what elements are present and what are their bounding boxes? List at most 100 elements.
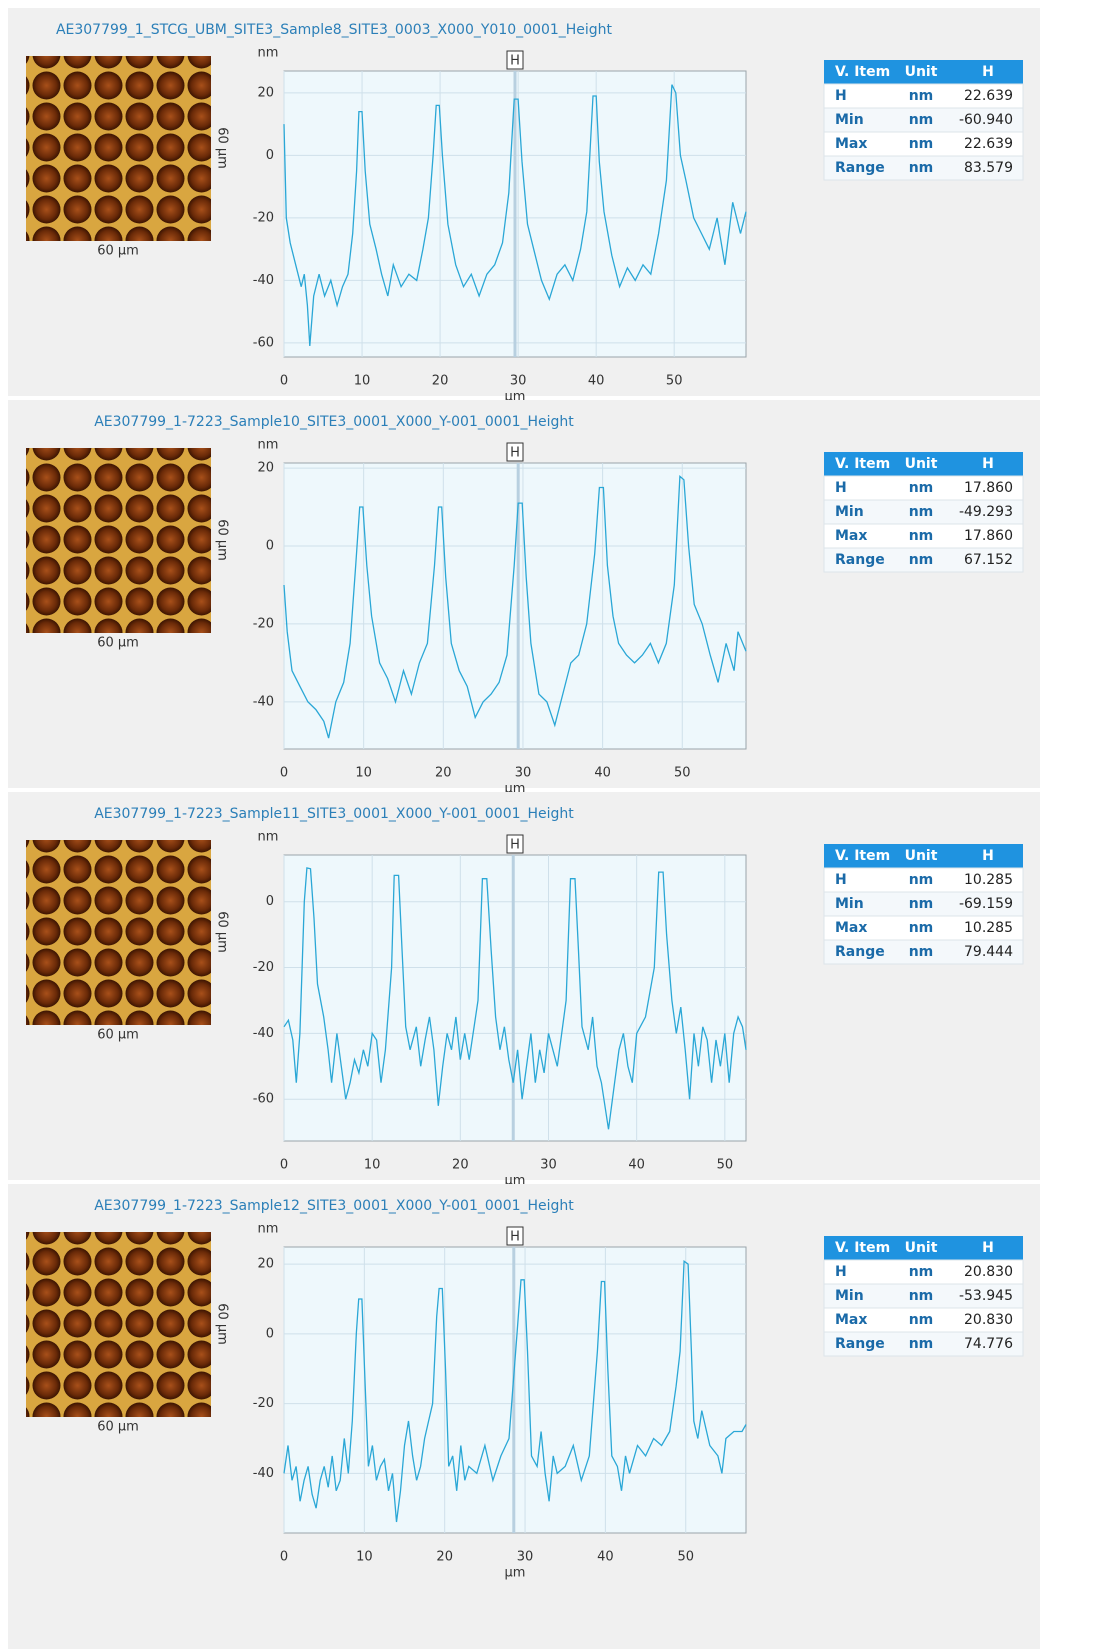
table-header: H bbox=[982, 64, 994, 80]
table-cell: Max bbox=[835, 136, 867, 152]
image-y-label: 60 µm bbox=[215, 911, 230, 953]
x-tick-label: 0 bbox=[280, 766, 288, 781]
panel: AE307799_1-7223_Sample11_SITE3_0001_X000… bbox=[8, 792, 1040, 1189]
y-unit: nm bbox=[258, 1222, 279, 1237]
y-tick-label: -20 bbox=[253, 1396, 274, 1411]
table-cell: 10.285 bbox=[964, 872, 1013, 888]
table-cell: Max bbox=[835, 920, 867, 936]
table-cell: nm bbox=[909, 160, 934, 176]
panel: AE307799_1-7223_Sample12_SITE3_0001_X000… bbox=[8, 1184, 1040, 1649]
table-cell: nm bbox=[909, 504, 934, 520]
x-tick-label: 10 bbox=[354, 374, 371, 389]
panel: AE307799_1_STCG_UBM_SITE3_Sample8_SITE3_… bbox=[8, 8, 1040, 405]
table-cell: 83.579 bbox=[964, 160, 1013, 176]
marker-label: H bbox=[510, 838, 520, 853]
table-cell: -53.945 bbox=[959, 1288, 1013, 1304]
x-axis-label: µm bbox=[505, 1566, 526, 1581]
panel-title: AE307799_1-7223_Sample11_SITE3_0001_X000… bbox=[94, 806, 574, 822]
table-header: Unit bbox=[905, 64, 938, 80]
y-tick-label: -20 bbox=[253, 960, 274, 975]
y-unit: nm bbox=[258, 830, 279, 845]
panels: AE307799_1_STCG_UBM_SITE3_Sample8_SITE3_… bbox=[8, 8, 1040, 1649]
table-cell: 22.639 bbox=[964, 88, 1013, 104]
table-cell: 67.152 bbox=[964, 552, 1013, 568]
marker-label: H bbox=[510, 446, 520, 461]
x-tick-label: 10 bbox=[355, 766, 372, 781]
table-cell: nm bbox=[909, 896, 934, 912]
x-tick-label: 20 bbox=[436, 1550, 453, 1565]
image-x-label: 60 µm bbox=[97, 1420, 139, 1435]
table-cell: -60.940 bbox=[959, 112, 1013, 128]
afm-image bbox=[26, 840, 211, 1025]
y-tick-label: -40 bbox=[253, 1026, 274, 1041]
table-cell: 74.776 bbox=[964, 1336, 1013, 1352]
y-tick-label: 0 bbox=[266, 1326, 274, 1341]
y-tick-label: 0 bbox=[266, 894, 274, 909]
image-y-label: 60 µm bbox=[215, 127, 230, 169]
y-tick-label: -40 bbox=[253, 273, 274, 288]
image-x-label: 60 µm bbox=[97, 244, 139, 259]
table-cell: nm bbox=[909, 920, 934, 936]
table-cell: Min bbox=[835, 112, 864, 128]
image-x-label: 60 µm bbox=[97, 1028, 139, 1043]
y-unit: nm bbox=[258, 438, 279, 453]
x-tick-label: 30 bbox=[540, 1158, 557, 1173]
table-cell: H bbox=[835, 1264, 847, 1280]
y-tick-label: 20 bbox=[257, 461, 274, 476]
y-tick-label: -40 bbox=[253, 694, 274, 709]
panel-title: AE307799_1-7223_Sample12_SITE3_0001_X000… bbox=[94, 1198, 574, 1214]
table-cell: Min bbox=[835, 896, 864, 912]
table-cell: 10.285 bbox=[964, 920, 1013, 936]
panel-title: AE307799_1-7223_Sample10_SITE3_0001_X000… bbox=[94, 414, 574, 430]
x-tick-label: 0 bbox=[280, 374, 288, 389]
image-y-label: 60 µm bbox=[215, 519, 230, 561]
image-y-label: 60 µm bbox=[215, 1303, 230, 1345]
x-tick-label: 50 bbox=[717, 1158, 734, 1173]
table-cell: Max bbox=[835, 528, 867, 544]
table-cell: Min bbox=[835, 504, 864, 520]
table-header: V. Item bbox=[835, 456, 890, 472]
y-tick-label: -20 bbox=[253, 616, 274, 631]
table-cell: 20.830 bbox=[964, 1312, 1013, 1328]
y-tick-label: 0 bbox=[266, 148, 274, 163]
table-cell: nm bbox=[909, 1288, 934, 1304]
table-header: V. Item bbox=[835, 848, 890, 864]
table-cell: nm bbox=[909, 528, 934, 544]
page: AE307799_1_STCG_UBM_SITE3_Sample8_SITE3_… bbox=[0, 0, 1096, 1649]
table-cell: nm bbox=[909, 1312, 934, 1328]
y-unit: nm bbox=[258, 46, 279, 61]
x-tick-label: 50 bbox=[674, 766, 691, 781]
table-cell: Range bbox=[835, 1336, 885, 1352]
x-tick-label: 20 bbox=[435, 766, 452, 781]
y-tick-label: -40 bbox=[253, 1466, 274, 1481]
x-tick-label: 30 bbox=[517, 1550, 534, 1565]
table-cell: H bbox=[835, 480, 847, 496]
table-header: Unit bbox=[905, 848, 938, 864]
table-header: H bbox=[982, 848, 994, 864]
table-cell: nm bbox=[909, 136, 934, 152]
table-header: H bbox=[982, 1240, 994, 1256]
x-tick-label: 0 bbox=[280, 1550, 288, 1565]
table-cell: nm bbox=[909, 944, 934, 960]
x-tick-label: 40 bbox=[597, 1550, 614, 1565]
x-tick-label: 30 bbox=[510, 374, 527, 389]
x-tick-label: 30 bbox=[515, 766, 532, 781]
x-tick-label: 10 bbox=[364, 1158, 381, 1173]
table-cell: nm bbox=[909, 112, 934, 128]
table-cell: Range bbox=[835, 944, 885, 960]
table-cell: 79.444 bbox=[964, 944, 1013, 960]
table-cell: H bbox=[835, 88, 847, 104]
afm-image bbox=[26, 56, 211, 241]
x-tick-label: 20 bbox=[452, 1158, 469, 1173]
x-tick-label: 50 bbox=[677, 1550, 694, 1565]
table-cell: H bbox=[835, 872, 847, 888]
table-cell: nm bbox=[909, 480, 934, 496]
marker-label: H bbox=[510, 54, 520, 69]
table-header: Unit bbox=[905, 1240, 938, 1256]
table-cell: -69.159 bbox=[959, 896, 1013, 912]
afm-image bbox=[26, 448, 211, 633]
table-cell: 17.860 bbox=[964, 528, 1013, 544]
table-cell: 20.830 bbox=[964, 1264, 1013, 1280]
y-tick-label: 20 bbox=[257, 85, 274, 100]
table-cell: 17.860 bbox=[964, 480, 1013, 496]
